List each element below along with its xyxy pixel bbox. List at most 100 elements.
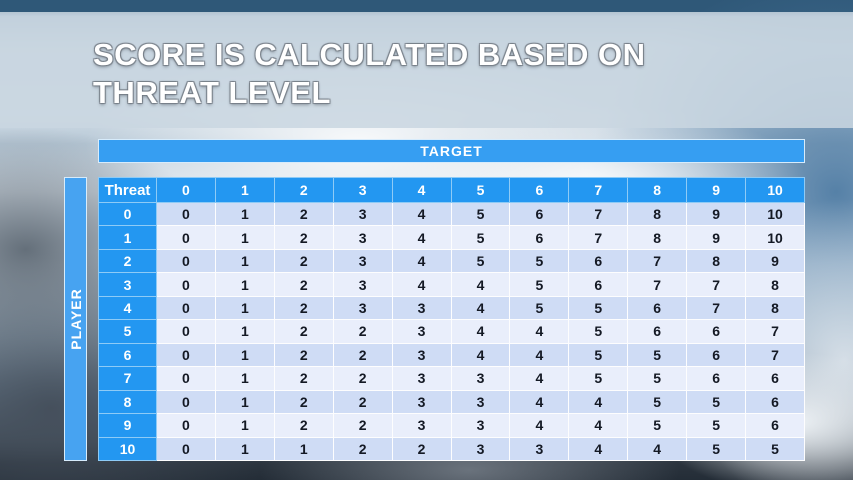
score-cell: 5 — [450, 201, 511, 227]
score-cell: 7 — [745, 319, 805, 344]
target-column-header: 1 — [214, 177, 275, 203]
score-cell: 4 — [391, 201, 452, 227]
score-cell: 2 — [332, 436, 393, 462]
score-cell: 3 — [450, 389, 511, 415]
player-row-header: 5 — [98, 319, 157, 344]
score-cell: 1 — [214, 295, 275, 321]
score-cell: 8 — [686, 248, 747, 274]
player-row-header: 7 — [98, 366, 157, 391]
score-cell: 4 — [509, 366, 570, 391]
player-row-header: 4 — [98, 295, 157, 321]
player-row-header: 0 — [98, 201, 157, 227]
score-cell: 7 — [627, 248, 688, 274]
score-cell: 6 — [568, 272, 629, 297]
score-cell: 0 — [156, 436, 216, 462]
score-cell: 5 — [627, 342, 688, 368]
score-matrix-table: Threat 0 1 2 3 4 5 6 7 8 9 10 0 0 1 2 3 4 5 6 7 8 9 10 1 0 1 2 3 4 5… — [98, 177, 805, 462]
score-cell: 4 — [509, 389, 570, 415]
page-title-line2: THREAT LEVEL — [93, 75, 331, 110]
score-cell: 6 — [745, 413, 805, 438]
score-cell: 2 — [273, 342, 334, 368]
target-column-header: 10 — [745, 177, 805, 203]
score-cell: 0 — [156, 248, 216, 274]
score-cell: 1 — [214, 342, 275, 368]
score-cell: 1 — [214, 225, 275, 250]
score-cell: 1 — [214, 319, 275, 344]
score-cell: 2 — [273, 201, 334, 227]
score-cell: 5 — [627, 413, 688, 438]
score-cell: 2 — [273, 389, 334, 415]
target-header-bar: TARGET — [98, 139, 805, 163]
score-cell: 4 — [568, 436, 629, 462]
score-cell: 5 — [509, 248, 570, 274]
target-column-header: 4 — [391, 177, 452, 203]
score-cell: 6 — [686, 342, 747, 368]
score-cell: 9 — [686, 225, 747, 250]
score-cell: 3 — [450, 436, 511, 462]
score-cell: 2 — [273, 295, 334, 321]
score-cell: 2 — [332, 319, 393, 344]
score-cell: 0 — [156, 413, 216, 438]
target-column-header: 3 — [332, 177, 393, 203]
score-cell: 9 — [686, 201, 747, 227]
score-cell: 6 — [509, 225, 570, 250]
score-cell: 5 — [686, 389, 747, 415]
score-cell: 7 — [745, 342, 805, 368]
score-cell: 8 — [627, 201, 688, 227]
score-cell: 4 — [450, 272, 511, 297]
score-cell: 4 — [391, 225, 452, 250]
target-column-header: 9 — [686, 177, 747, 203]
score-cell: 2 — [273, 413, 334, 438]
score-cell: 0 — [156, 389, 216, 415]
score-cell: 3 — [391, 366, 452, 391]
score-cell: 7 — [568, 201, 629, 227]
score-cell: 7 — [686, 272, 747, 297]
score-cell: 5 — [627, 389, 688, 415]
threat-corner-cell: Threat — [98, 177, 157, 203]
player-row-header: 6 — [98, 342, 157, 368]
target-column-header: 5 — [450, 177, 511, 203]
score-cell: 3 — [509, 436, 570, 462]
score-cell: 6 — [509, 201, 570, 227]
score-cell: 6 — [745, 389, 805, 415]
score-cell: 5 — [450, 225, 511, 250]
score-cell: 5 — [568, 319, 629, 344]
page-title-line1: SCORE IS CALCULATED BASED ON — [93, 37, 646, 72]
score-cell: 6 — [627, 295, 688, 321]
score-cell: 2 — [332, 413, 393, 438]
score-cell: 3 — [332, 225, 393, 250]
score-cell: 5 — [627, 366, 688, 391]
score-cell: 3 — [332, 295, 393, 321]
matrix-row: 10 0 1 1 2 2 3 3 4 4 5 5 — [98, 436, 805, 462]
score-cell: 5 — [509, 295, 570, 321]
score-cell: 4 — [391, 248, 452, 274]
score-cell: 4 — [568, 389, 629, 415]
score-cell: 0 — [156, 295, 216, 321]
page-title: SCORE IS CALCULATED BASED ON THREAT LEVE… — [0, 12, 733, 112]
score-cell: 8 — [745, 272, 805, 297]
score-cell: 5 — [450, 248, 511, 274]
score-cell: 0 — [156, 272, 216, 297]
score-cell: 4 — [509, 342, 570, 368]
score-cell: 2 — [273, 319, 334, 344]
score-cell: 9 — [745, 248, 805, 274]
score-cell: 8 — [745, 295, 805, 321]
score-cell: 2 — [273, 272, 334, 297]
score-cell: 4 — [509, 413, 570, 438]
score-cell: 10 — [745, 201, 805, 227]
score-cell: 5 — [568, 295, 629, 321]
player-row-header: 1 — [98, 225, 157, 250]
matrix-header-row: Threat 0 1 2 3 4 5 6 7 8 9 10 — [98, 177, 805, 203]
score-cell: 10 — [745, 225, 805, 250]
score-cell: 3 — [332, 272, 393, 297]
score-cell: 2 — [332, 342, 393, 368]
player-row-header: 9 — [98, 413, 157, 438]
